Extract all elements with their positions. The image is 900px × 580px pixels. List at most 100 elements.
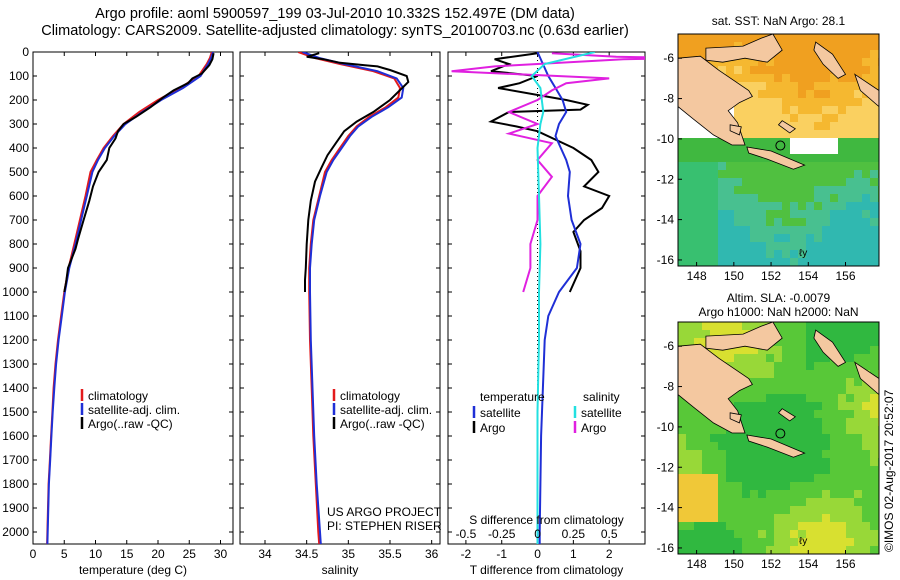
map-cell (854, 226, 862, 234)
map-cell (838, 514, 846, 522)
map-cell (838, 186, 846, 194)
map-cell (862, 426, 870, 434)
legend-label: Argo(..raw -QC) (340, 417, 425, 431)
map-cell (750, 346, 758, 354)
map-cell (782, 82, 790, 90)
map-cell (782, 378, 790, 386)
map-cell (838, 170, 846, 178)
map-cell (854, 386, 862, 394)
map-cell (750, 114, 758, 122)
map-cell (734, 162, 742, 170)
map-cell (678, 522, 686, 530)
map-cell (782, 130, 790, 138)
map-cell (694, 194, 702, 202)
map-cell (686, 546, 694, 554)
map-cell (678, 418, 686, 426)
map-cell (734, 458, 742, 466)
map-cell (790, 178, 798, 186)
map-cell (854, 498, 862, 506)
map-cell (798, 146, 806, 154)
map-cell (790, 370, 798, 378)
map-cell (718, 426, 726, 434)
map-cell (822, 546, 830, 554)
map-cell (814, 98, 822, 106)
map-cell (678, 530, 686, 538)
map-cell (830, 322, 838, 330)
map-cell (734, 202, 742, 210)
map-cell (758, 242, 766, 250)
map-cell (822, 34, 830, 42)
map-cell (838, 338, 846, 346)
map-cell (766, 66, 774, 74)
map-cell (782, 498, 790, 506)
map-cell (766, 74, 774, 82)
map-cell (806, 410, 814, 418)
map-cell (822, 498, 830, 506)
map-cell (838, 250, 846, 258)
map-cell (774, 130, 782, 138)
map-cell (702, 466, 710, 474)
map-cell (710, 170, 718, 178)
map-cell (694, 162, 702, 170)
map-cell (766, 434, 774, 442)
map-cell (742, 394, 750, 402)
map-cell (750, 90, 758, 98)
map-cell (718, 194, 726, 202)
map-cell (734, 546, 742, 554)
map-cell (750, 58, 758, 66)
x-tick-label: 156 (835, 557, 855, 571)
map-cell (758, 490, 766, 498)
x-tick-label: 34.5 (295, 547, 319, 561)
map-cell (870, 506, 878, 514)
map-cell (870, 466, 878, 474)
map-cell (806, 346, 814, 354)
map-cell (734, 322, 742, 330)
x-tick-label: 0 (534, 547, 541, 561)
map-cell (846, 58, 854, 66)
map-cell (678, 50, 686, 58)
map-cell (766, 242, 774, 250)
map-cell (758, 98, 766, 106)
map-title-line1: Altim. SLA: -0.0079 (727, 291, 831, 305)
map-cell (766, 522, 774, 530)
map-cell (814, 426, 822, 434)
map-cell (726, 498, 734, 506)
map-cell (862, 522, 870, 530)
map-cell (870, 186, 878, 194)
map-cell (806, 442, 814, 450)
map-cell (790, 202, 798, 210)
map-cell (758, 210, 766, 218)
map-cell (686, 514, 694, 522)
map-cell (766, 386, 774, 394)
map-cell (774, 74, 782, 82)
y-tick-label: 900 (9, 261, 29, 275)
map-cell (838, 82, 846, 90)
temperature-panel: 0100200300400500600700800900100011001200… (2, 45, 234, 577)
map-cell (766, 490, 774, 498)
map-cell (750, 410, 758, 418)
map-cell (838, 330, 846, 338)
map-cell (870, 162, 878, 170)
map-cell (678, 154, 686, 162)
map-cell (702, 418, 710, 426)
map-cell (822, 490, 830, 498)
map-cell (854, 186, 862, 194)
map-cell (806, 106, 814, 114)
map-cell (678, 114, 686, 122)
map-cell (798, 242, 806, 250)
map-cell (774, 402, 782, 410)
map-cell (734, 394, 742, 402)
map-cell (766, 178, 774, 186)
map-cell (718, 474, 726, 482)
map-cell (846, 450, 854, 458)
map-cell (790, 530, 798, 538)
map-cell (830, 194, 838, 202)
map-cell (774, 90, 782, 98)
map-cell (830, 546, 838, 554)
map-cell (710, 546, 718, 554)
map-cell (854, 178, 862, 186)
map-cell (854, 50, 862, 58)
map-cell (870, 66, 878, 74)
map-cell (806, 226, 814, 234)
map-cell (806, 338, 814, 346)
